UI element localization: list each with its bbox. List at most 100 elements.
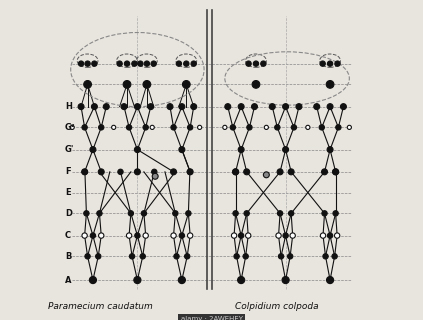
Circle shape [327,147,333,153]
Circle shape [283,147,288,153]
Circle shape [314,104,320,109]
Circle shape [321,169,327,175]
Circle shape [336,125,341,130]
Circle shape [150,125,154,130]
Circle shape [326,81,334,88]
Circle shape [121,104,127,109]
Circle shape [126,125,132,130]
Circle shape [327,61,333,66]
Circle shape [277,169,283,175]
Circle shape [179,276,185,284]
Circle shape [275,125,280,130]
Circle shape [187,233,193,238]
Circle shape [143,81,151,88]
Circle shape [135,104,140,109]
Circle shape [129,254,135,259]
Circle shape [320,61,325,66]
Circle shape [179,233,184,238]
Circle shape [261,61,266,66]
Text: Colpidium colpoda: Colpidium colpoda [235,302,319,311]
Text: C: C [65,231,71,240]
Text: E: E [65,188,70,197]
Circle shape [246,61,251,66]
Text: B: B [65,252,71,261]
Circle shape [238,104,244,109]
Circle shape [276,233,281,238]
Circle shape [179,104,185,109]
Circle shape [238,147,244,153]
Circle shape [179,147,185,153]
Circle shape [84,81,91,88]
Circle shape [123,81,131,88]
Circle shape [347,125,352,130]
Circle shape [264,125,269,130]
Circle shape [92,61,97,66]
Circle shape [277,211,283,216]
Circle shape [187,125,193,130]
Circle shape [245,233,251,238]
Circle shape [278,254,284,259]
Circle shape [173,211,178,216]
Circle shape [138,61,143,66]
Circle shape [288,254,293,259]
Circle shape [283,104,288,109]
Circle shape [70,125,74,130]
Circle shape [332,169,338,175]
Circle shape [99,125,104,130]
Circle shape [90,147,96,153]
Circle shape [91,104,97,109]
Circle shape [327,233,333,238]
Circle shape [184,61,189,66]
Circle shape [82,169,88,175]
Circle shape [134,276,141,284]
Circle shape [112,125,116,130]
Circle shape [332,254,337,259]
Circle shape [97,211,102,216]
Circle shape [247,125,252,130]
Text: G': G' [65,145,74,154]
Circle shape [288,211,294,216]
Circle shape [151,169,157,174]
Circle shape [233,169,239,175]
Circle shape [198,125,202,130]
Circle shape [341,104,346,109]
Circle shape [244,211,249,216]
Circle shape [223,125,227,130]
Circle shape [82,233,87,238]
Circle shape [82,125,87,130]
Circle shape [322,211,327,216]
Circle shape [187,169,192,174]
Circle shape [78,61,84,66]
Circle shape [191,61,196,66]
Circle shape [327,276,334,284]
Circle shape [323,254,328,259]
Circle shape [174,254,179,259]
Circle shape [118,169,123,174]
Circle shape [233,211,238,216]
Circle shape [230,125,236,130]
Circle shape [182,81,190,88]
Circle shape [264,172,269,178]
Circle shape [191,104,197,109]
Circle shape [144,61,150,66]
Circle shape [141,211,147,216]
Circle shape [152,173,158,179]
Circle shape [98,169,104,175]
Circle shape [135,147,140,153]
Text: alamy · 2AWEHEY: alamy · 2AWEHEY [181,316,242,320]
Circle shape [296,104,302,109]
Circle shape [135,169,140,175]
Circle shape [151,61,157,66]
Circle shape [85,254,90,259]
Circle shape [288,169,294,175]
Circle shape [252,81,260,88]
Circle shape [233,169,239,175]
Circle shape [84,211,89,216]
Circle shape [89,276,96,284]
Circle shape [252,104,258,109]
Circle shape [184,254,190,259]
Circle shape [186,211,191,216]
Circle shape [126,233,132,238]
Circle shape [306,125,310,130]
Circle shape [135,233,140,238]
